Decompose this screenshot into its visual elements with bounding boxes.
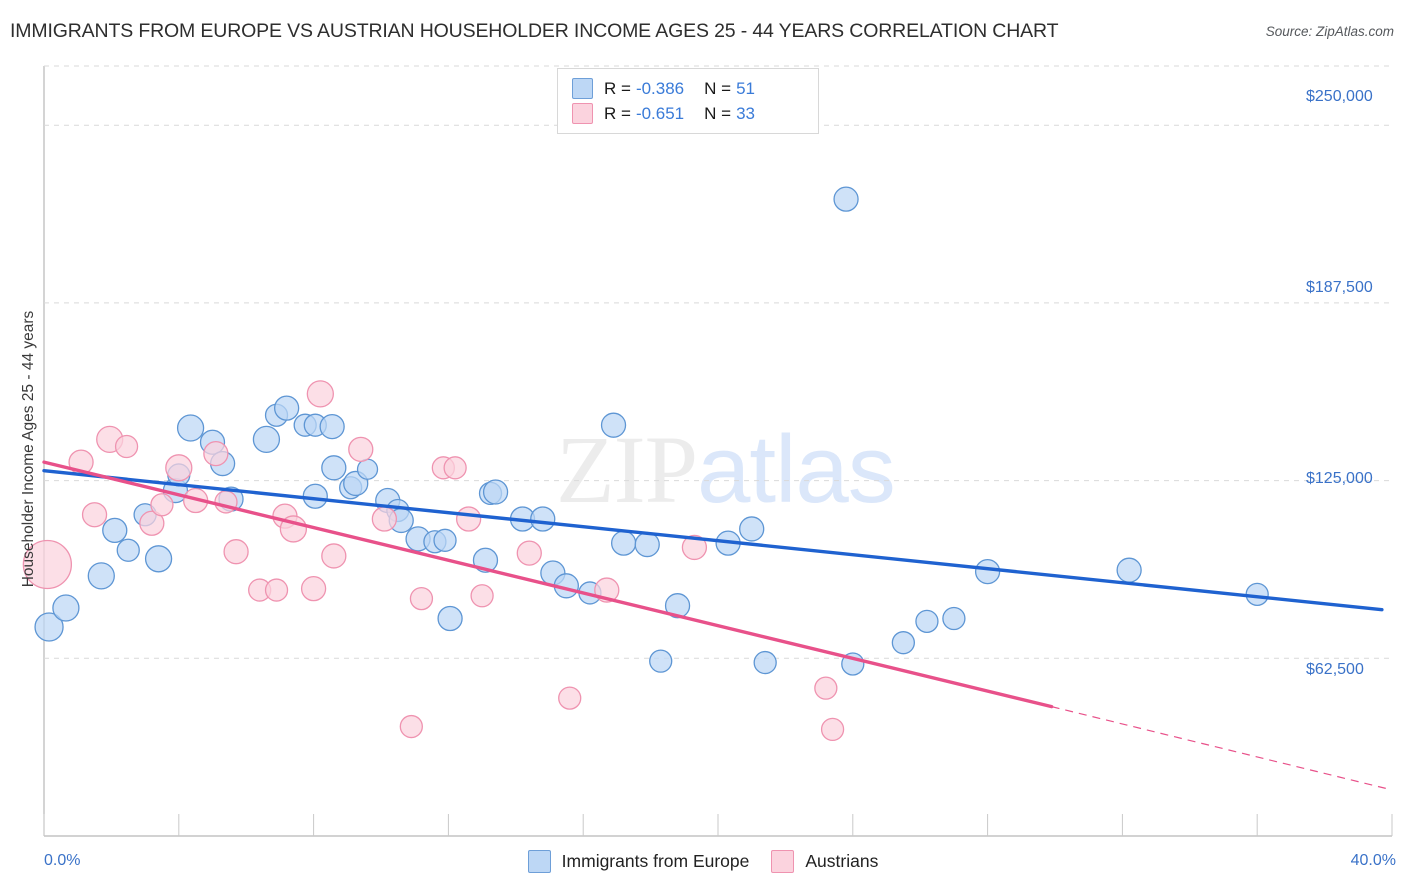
scatter-point[interactable] [455, 506, 482, 532]
scatter-point[interactable] [176, 414, 205, 442]
x-tick-label-min: 0.0% [44, 852, 81, 869]
legend-swatch-icon-pink [572, 103, 593, 124]
scatter-point[interactable] [753, 650, 777, 675]
scatter-point[interactable] [321, 455, 347, 481]
scatter-point[interactable] [139, 510, 165, 536]
gridlines [44, 65, 1392, 659]
scatter-point[interactable] [356, 458, 379, 480]
correlation-stats-legend: R = -0.386 N = 51 R = -0.651 N = 33 [557, 68, 819, 134]
scatter-point[interactable] [22, 539, 73, 590]
scatter-point[interactable] [409, 586, 434, 611]
scatter-point[interactable] [144, 545, 173, 573]
trendline-austrians [42, 460, 1054, 709]
scatter-point[interactable] [470, 584, 494, 608]
scatter-point[interactable] [681, 534, 708, 561]
scatter-points-layer [22, 186, 1269, 742]
scatter-point[interactable] [165, 454, 193, 482]
scatter-point[interactable] [516, 540, 542, 566]
scatter-point[interactable] [974, 558, 1001, 585]
scatter-point[interactable] [252, 425, 281, 454]
stat-row-immigrants: R = -0.386 N = 51 [572, 76, 808, 101]
scatter-point[interactable] [915, 609, 939, 633]
trendline-extension-austrians [1051, 706, 1389, 790]
scatter-point[interactable] [482, 479, 509, 505]
scatter-point[interactable] [264, 578, 289, 602]
scatter-point[interactable] [87, 562, 115, 590]
stat-row-austrians: R = -0.651 N = 33 [572, 101, 808, 126]
scatter-point[interactable] [273, 395, 300, 421]
r-label-blue: R = [604, 78, 631, 98]
x-tick-label-max: 40.0% [1350, 852, 1396, 869]
scatter-point[interactable] [52, 594, 80, 622]
scatter-point[interactable] [433, 528, 457, 552]
x-axis-ticks [43, 814, 1393, 836]
page-title: IMMIGRANTS FROM EUROPE VS AUSTRIAN HOUSE… [10, 20, 1059, 42]
scatter-point[interactable] [150, 493, 174, 517]
scatter-point[interactable] [102, 517, 128, 544]
trendlines-layer [42, 460, 1389, 790]
source-attribution: Source: ZipAtlas.com [1265, 24, 1394, 39]
y-tick-label-187500: $187,500 [1306, 279, 1373, 296]
scatter-point[interactable] [116, 538, 140, 562]
scatter-point[interactable] [558, 686, 582, 710]
scatter-point[interactable] [348, 436, 374, 462]
scatter-point[interactable] [437, 605, 463, 632]
legend-swatch-icon-blue [572, 78, 593, 99]
y-axis-title: Householder Income Ages 25 - 44 years [20, 310, 37, 588]
series-legend: Immigrants from Europe Austrians [0, 850, 1406, 873]
scatter-point[interactable] [81, 502, 108, 528]
scatter-point[interactable] [600, 412, 627, 438]
scatter-point[interactable] [321, 543, 347, 569]
r-value-blue: -0.386 [635, 78, 685, 98]
scatter-point[interactable] [814, 676, 838, 700]
scatter-point[interactable] [664, 593, 691, 619]
scatter-point[interactable] [223, 539, 249, 565]
scatter-point[interactable] [371, 506, 398, 532]
y-tick-label-125000: $125,000 [1306, 470, 1373, 487]
scatter-point[interactable] [820, 717, 845, 742]
scatter-point[interactable] [114, 434, 139, 459]
n-label-pink: N = [704, 103, 732, 123]
y-tick-label-250000: $250,000 [1306, 88, 1373, 105]
n-label-blue: N = [704, 78, 732, 98]
scatter-point[interactable] [610, 530, 637, 556]
r-label-pink: R = [604, 103, 631, 123]
scatter-point[interactable] [1116, 557, 1142, 583]
scatter-point[interactable] [399, 714, 423, 739]
legend-swatch-icon-immigrants [527, 850, 551, 873]
scatter-point[interactable] [530, 506, 556, 532]
scatter-point[interactable] [634, 531, 660, 558]
scatter-point[interactable] [319, 413, 345, 440]
legend-label-austrians: Austrians [805, 851, 879, 871]
scatter-point[interactable] [203, 440, 229, 467]
legend-item-immigrants-from-europe[interactable]: Immigrants from Europe [527, 850, 750, 873]
scatter-point[interactable] [833, 186, 859, 212]
r-value-pink: -0.651 [635, 103, 685, 123]
trendline-immigrants-from-europe [42, 468, 1384, 612]
scatter-point[interactable] [891, 631, 915, 655]
scatter-point[interactable] [34, 612, 64, 642]
scatter-point[interactable] [739, 516, 765, 542]
scatter-point[interactable] [649, 649, 673, 673]
legend-label-immigrants: Immigrants from Europe [561, 851, 750, 871]
legend-swatch-icon-austrians [771, 850, 795, 873]
y-tick-label-62500: $62,500 [1306, 661, 1364, 678]
n-value-pink: 33 [736, 103, 755, 123]
scatter-point[interactable] [942, 606, 966, 631]
scatter-point[interactable] [300, 576, 327, 602]
legend-item-austrians[interactable]: Austrians [771, 850, 878, 873]
scatter-point[interactable] [302, 483, 328, 509]
scatter-point[interactable] [443, 456, 467, 480]
n-value-blue: 51 [736, 78, 755, 98]
scatter-point[interactable] [306, 380, 334, 408]
